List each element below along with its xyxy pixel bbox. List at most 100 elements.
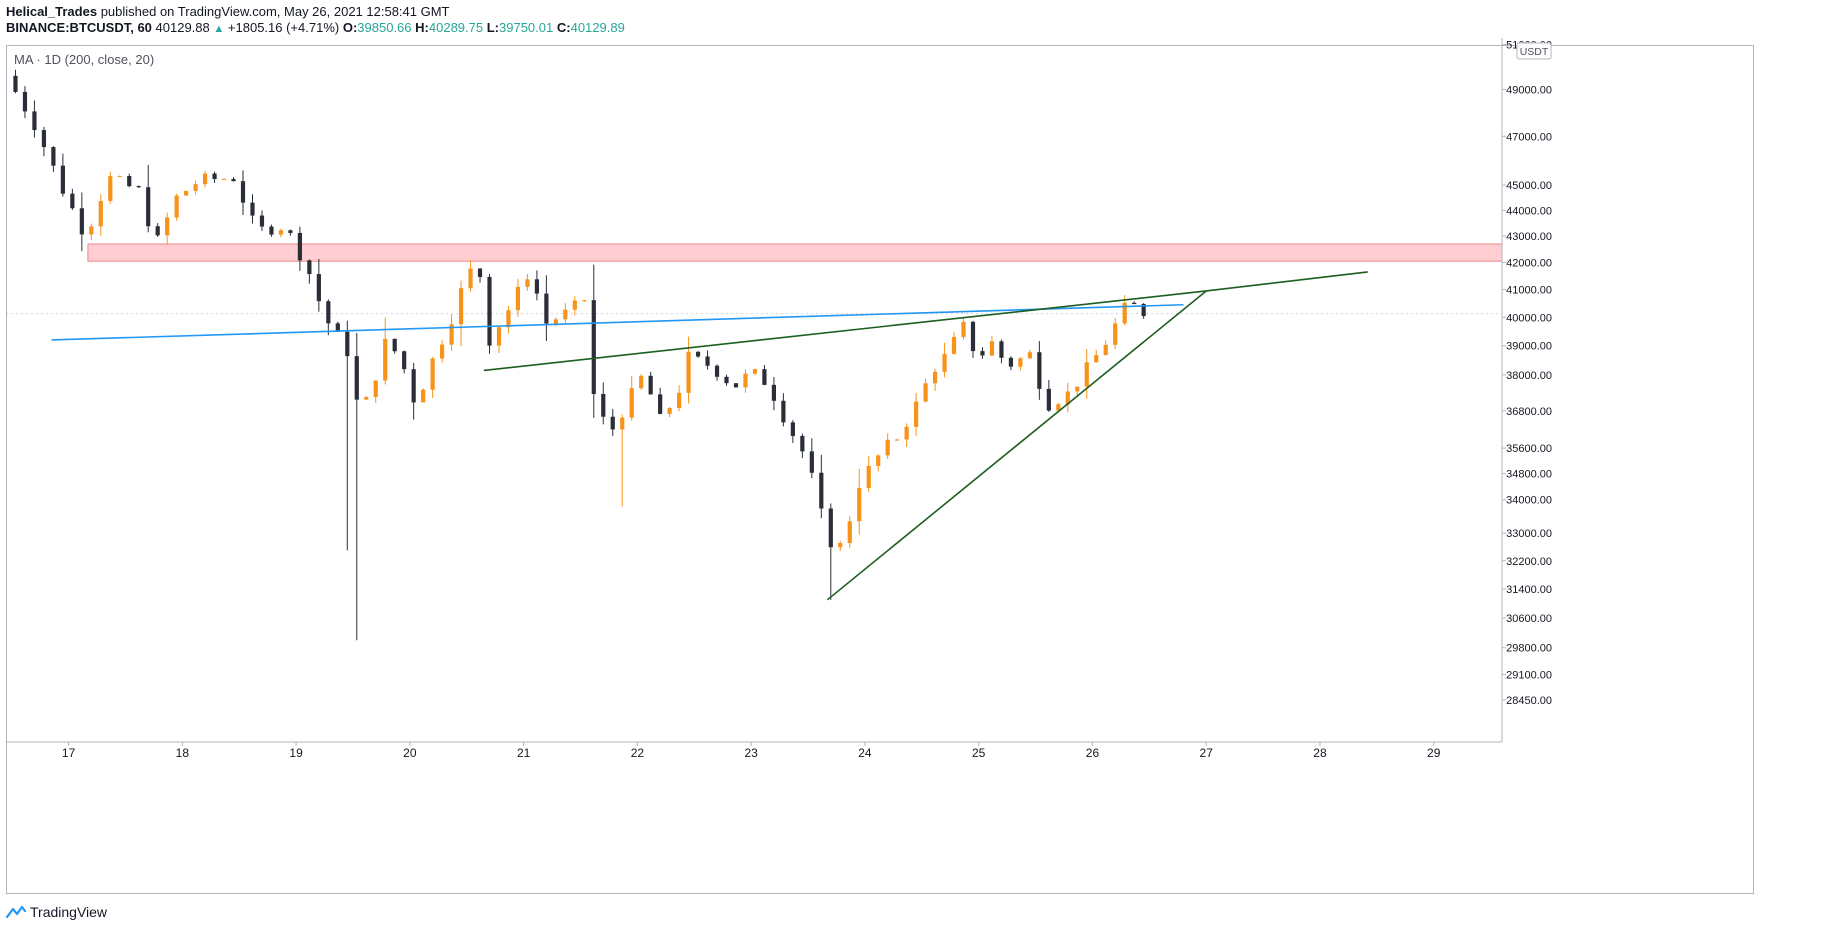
candle-body [1065, 391, 1070, 405]
candle-body [146, 187, 151, 227]
candle-body [468, 268, 473, 289]
candle-body [819, 472, 824, 509]
author-name[interactable]: Helical_Trades [6, 4, 98, 19]
candle-body [980, 351, 985, 356]
time-tick-label: 22 [631, 746, 645, 760]
candle-body [942, 353, 947, 372]
candle-body [51, 147, 56, 166]
price-tick-label: 41000.00 [1506, 285, 1552, 297]
chart-frame[interactable] [6, 45, 1754, 894]
candle-body [591, 300, 596, 395]
candle-body [553, 319, 558, 324]
price-tick-label: 38000.00 [1506, 370, 1552, 382]
price-tick-label: 42000.00 [1506, 258, 1552, 270]
candle-body [705, 356, 710, 366]
time-tick-label: 18 [176, 746, 190, 760]
candle-body [165, 217, 170, 236]
candle-body [1018, 358, 1023, 367]
candles-group [13, 69, 1146, 641]
candle-body [439, 344, 445, 359]
currency-badge-box [1516, 42, 1552, 60]
candle-body [572, 300, 577, 310]
candle-body [411, 369, 416, 403]
candle-body [714, 365, 720, 377]
candle-body [212, 173, 217, 180]
candle-body [1122, 302, 1127, 324]
candle-body [1046, 388, 1051, 411]
time-tick-label: 21 [517, 746, 531, 760]
time-tick-label: 24 [858, 746, 872, 760]
candle-body [278, 230, 284, 235]
candle-body [809, 451, 814, 473]
price-tick-label: 39000.00 [1506, 341, 1552, 353]
candle-body [89, 226, 94, 235]
candle-body [136, 186, 141, 188]
candle-body [639, 375, 644, 389]
candle-body [743, 373, 748, 388]
candle-body [629, 388, 634, 418]
candle-body [1141, 304, 1146, 317]
footer-brand[interactable]: TradingView [6, 902, 107, 922]
candle-body [193, 184, 198, 191]
trendline-3 [826, 290, 1207, 601]
candle-body [477, 268, 483, 277]
candle-body [1027, 352, 1032, 359]
candle-body [610, 416, 615, 430]
candle-body [402, 351, 407, 370]
price-tick-label: 36800.00 [1506, 406, 1552, 418]
candle-body [847, 521, 852, 544]
candle-body [79, 208, 84, 235]
close-value: 40129.89 [570, 20, 625, 35]
candle-body [316, 274, 321, 302]
candle-body [914, 401, 919, 427]
candle-body [686, 351, 691, 393]
candle-body [989, 341, 995, 356]
brand-name: TradingView [30, 904, 108, 920]
candle-body [326, 301, 331, 324]
candle-body [515, 286, 521, 311]
candle-body [658, 394, 663, 414]
candle-body [335, 323, 340, 332]
time-tick-label: 19 [289, 746, 303, 760]
candle-body [895, 439, 900, 441]
currency-unit-label: USDT [1520, 46, 1549, 58]
time-tick-label: 28 [1313, 746, 1327, 760]
candle-body [1084, 362, 1089, 387]
candle-body [1113, 323, 1118, 345]
publish-info: Helical_Trades published on TradingView.… [6, 4, 450, 19]
price-tick-label: 49000.00 [1506, 84, 1552, 96]
candle-body [525, 279, 530, 287]
low-label: L: [486, 20, 500, 35]
candle-body [127, 176, 132, 187]
candle-body [184, 190, 189, 196]
candle-body [667, 407, 672, 414]
time-tick-label: 20 [403, 746, 417, 760]
candle-body [582, 300, 587, 302]
price-tick-label: 40000.00 [1506, 312, 1552, 324]
candle-body [695, 351, 701, 357]
candle-body [155, 226, 160, 236]
candle-body [1008, 357, 1014, 367]
candle-body [1132, 302, 1137, 305]
trendline-1 [483, 290, 1207, 372]
ohlc-legend: BINANCE:BTCUSDT, 60 40129.88 ▲ +1805.16 … [6, 20, 625, 35]
candle-body [648, 375, 653, 395]
last-price: 40129.88 [155, 20, 210, 35]
open-value: 39850.66 [357, 20, 412, 35]
price-tick-label: 34000.00 [1506, 495, 1552, 507]
price-tick-label: 29100.00 [1506, 669, 1552, 681]
candle-body [288, 230, 293, 233]
candle-body [307, 260, 312, 275]
trendline-2 [1206, 271, 1368, 292]
candle-body [970, 321, 976, 352]
publish-text: published on TradingView.com, May 26, 20… [100, 4, 450, 19]
time-tick-label: 17 [62, 746, 76, 760]
candle-body [951, 336, 957, 354]
candle-body [838, 543, 843, 548]
candle-body [857, 487, 862, 522]
candle-body [430, 358, 435, 390]
candle-body [98, 200, 103, 227]
ma-indicator-label[interactable]: MA · 1D (200, close, 20) [14, 52, 155, 67]
candle-body [60, 165, 65, 194]
